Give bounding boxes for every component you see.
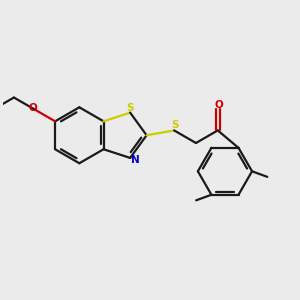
Text: S: S <box>126 103 134 112</box>
Text: S: S <box>172 120 179 130</box>
Text: O: O <box>214 100 223 110</box>
Text: O: O <box>29 103 38 113</box>
Text: N: N <box>131 155 140 165</box>
